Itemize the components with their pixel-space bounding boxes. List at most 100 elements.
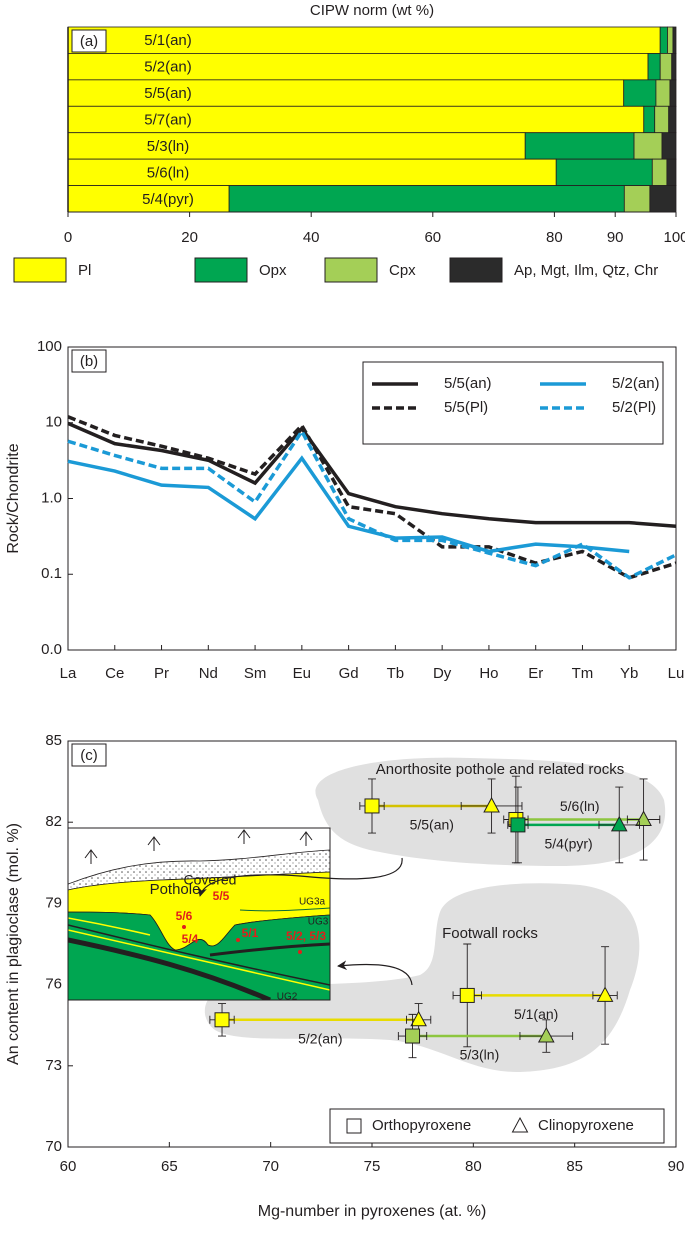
legend-label: 5/2(an) [612, 375, 660, 392]
marker-triangle [610, 815, 628, 832]
panel-label: (a) [80, 33, 98, 50]
bar-segment [651, 158, 668, 186]
bar-segment [228, 185, 625, 213]
x-tick-label: Lu [668, 665, 685, 682]
x-tick-label: 0 [64, 229, 72, 246]
legend-label: Ap, Mgt, Ilm, Qtz, Chr [514, 262, 658, 279]
x-axis-label: Mg-number in pyroxenes (at. %) [258, 1203, 487, 1220]
y-tick-label: 70 [45, 1138, 62, 1155]
inset-label: UG3a [299, 897, 326, 908]
x-tick-label: Ce [105, 665, 124, 682]
bar-segment [669, 79, 677, 107]
x-tick-label: 65 [161, 1158, 178, 1175]
x-tick-label: Dy [433, 665, 452, 682]
legend-label: 5/5(Pl) [444, 399, 488, 416]
bar-segment [643, 105, 656, 134]
legend-box [329, 1108, 665, 1144]
inset-label: 5/1 [242, 926, 259, 940]
bar-segment [67, 132, 526, 160]
y-tick-label: 0.1 [41, 565, 62, 582]
series-label: 5/1(an) [514, 1006, 558, 1022]
legend-label: Opx [259, 262, 287, 279]
annotation: Footwall rocks [442, 925, 538, 942]
bar-segment [661, 132, 677, 160]
bar-segment [667, 26, 674, 54]
series-label: 5/6(ln) [560, 798, 600, 814]
inset-label: 5/6 [176, 909, 193, 923]
x-tick-label: Nd [199, 665, 218, 682]
x-tick-label: Ho [479, 665, 498, 682]
bar-segment [555, 158, 653, 186]
panel-label-box [71, 29, 107, 53]
x-tick-label: Eu [293, 665, 311, 682]
bar-segment [659, 53, 673, 81]
y-tick-label: 73 [45, 1057, 62, 1074]
bar-segment [633, 132, 663, 160]
arrow [197, 857, 403, 897]
series-label: 5/2(an) [298, 1030, 342, 1046]
legend-marker [346, 1118, 362, 1134]
inset-label: 5/5 [213, 889, 230, 903]
x-tick-label: 40 [303, 229, 320, 246]
annotation: Anorthosite pothole and related rocks [376, 761, 625, 778]
y-tick-label: 10 [45, 414, 62, 431]
legend-label: 5/2(Pl) [612, 399, 656, 416]
category-label: 5/2(an) [144, 59, 192, 76]
inset-label: UG2 [277, 992, 298, 1003]
bar-segment [672, 26, 677, 54]
marker-square [459, 987, 475, 1003]
marker-triangle [596, 986, 614, 1002]
marker-triangle [537, 1026, 555, 1043]
panel-label: (b) [80, 353, 98, 370]
legend-label: 5/5(an) [444, 375, 492, 392]
x-tick-label: Tb [387, 665, 405, 682]
x-tick-label: Gd [339, 665, 359, 682]
inset-section: Covered Pothole 5/6 5/4 5/5 5/1 5/2, 5/3… [68, 828, 330, 1003]
inset-label: Covered [184, 872, 237, 888]
inset-frame [67, 827, 331, 1001]
y-axis-label: An content in plagioclase (mol. %) [5, 823, 22, 1065]
x-tick-label: 90 [607, 229, 624, 246]
x-tick-label: Yb [620, 665, 638, 682]
series-label: 5/5(an) [410, 817, 454, 833]
y-axis-label: Rock/Chondrite [5, 443, 22, 553]
bar-segment [668, 105, 677, 134]
inset-label: 5/4 [182, 932, 199, 946]
legend-label: Clinopyroxene [538, 1117, 634, 1134]
y-tick-label: 76 [45, 976, 62, 993]
legend-marker [511, 1116, 529, 1133]
x-tick-label: 70 [262, 1158, 279, 1175]
x-tick-label: Pr [154, 665, 169, 682]
x-tick-label: Er [528, 665, 543, 682]
bar-segment [671, 53, 677, 81]
legend-swatch [449, 257, 503, 283]
bar-segment [623, 79, 657, 107]
bar-segment [67, 53, 649, 81]
bar-segment [649, 185, 677, 213]
bar-segment [666, 158, 677, 186]
inset-label: Pothole [150, 881, 201, 898]
series-label: 5/3(ln) [460, 1047, 500, 1063]
series-line [67, 455, 630, 554]
y-tick-label: 1.0 [41, 489, 62, 506]
panel-label-box [71, 743, 107, 767]
marker-triangle [410, 1010, 427, 1027]
group-blob [204, 883, 640, 1073]
x-tick-label: 75 [364, 1158, 381, 1175]
x-tick-label: 60 [60, 1158, 77, 1175]
y-tick-label: 82 [45, 813, 62, 830]
marker-square [364, 798, 380, 814]
category-label: 5/6(ln) [147, 164, 190, 181]
legend-box [362, 361, 664, 445]
x-tick-label: 80 [465, 1158, 482, 1175]
x-tick-label: Sm [244, 665, 267, 682]
x-tick-label: 90 [668, 1158, 685, 1175]
y-tick-label: 0.0 [41, 641, 62, 658]
legend-label: Orthopyroxene [372, 1117, 471, 1134]
chart-title: CIPW norm (wt %) [310, 2, 434, 19]
bar-segment [647, 53, 661, 81]
bar-segment [67, 79, 625, 107]
arrow [337, 960, 413, 986]
legend-swatch [194, 257, 248, 283]
bar-segment [654, 105, 670, 134]
